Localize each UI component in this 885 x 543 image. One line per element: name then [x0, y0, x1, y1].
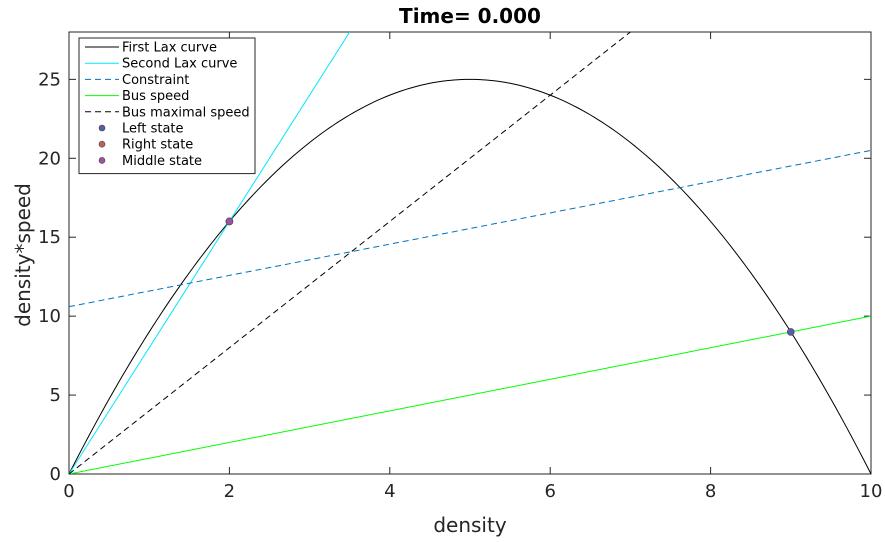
- series-bus-speed: [69, 315, 871, 474]
- chart-title: Time= 0.000: [399, 4, 541, 28]
- legend-label-constraint: Constraint: [122, 73, 189, 88]
- legend-marker-left-state: [98, 124, 106, 132]
- x-axis-label: density: [433, 513, 506, 537]
- series-group: [69, 32, 871, 474]
- y-tick-label: 0: [50, 464, 61, 485]
- y-tick-label: 15: [38, 227, 61, 248]
- axes-box: [68, 31, 872, 475]
- series-second-lax-curve: [69, 32, 351, 474]
- x-tick-label: 8: [705, 481, 716, 502]
- series-bus-maximal-speed: [69, 32, 631, 474]
- plot-area: 0 2 4 6 8 10 0 5 10 15 20 25: [38, 31, 883, 502]
- legend-label-bus-speed: Bus speed: [122, 89, 189, 104]
- y-tick-label: 25: [38, 69, 61, 90]
- x-tick-label: 2: [224, 481, 235, 502]
- legend-marker-right-state: [98, 140, 106, 148]
- point-left-state: [786, 328, 795, 336]
- y-tick-label: 5: [50, 385, 61, 406]
- legend-label-right-state: Right state: [122, 138, 193, 153]
- legend-label-left-state: Left state: [122, 122, 184, 137]
- legend-label-bus-maximal-speed: Bus maximal speed: [122, 105, 250, 120]
- y-tick-label: 20: [38, 148, 61, 169]
- legend-box: [78, 37, 256, 175]
- x-tick-label: 6: [544, 481, 555, 502]
- x-tick-label: 0: [63, 481, 74, 502]
- legend-marker-middle-state: [98, 157, 106, 164]
- legend-label-middle-state: Middle state: [122, 154, 202, 169]
- y-axis-label: density*speed: [11, 183, 35, 327]
- y-tick-label: 10: [38, 306, 61, 327]
- x-tick-label: 10: [860, 481, 883, 502]
- point-middle-state: [225, 217, 234, 226]
- legend-label-second-lax-curve: Second Lax curve: [122, 57, 237, 72]
- series-first-lax-curve: [69, 78, 871, 474]
- legend-label-first-lax-curve: First Lax curve: [122, 41, 217, 56]
- x-tick-label: 4: [384, 481, 395, 502]
- series-constraint: [69, 149, 871, 308]
